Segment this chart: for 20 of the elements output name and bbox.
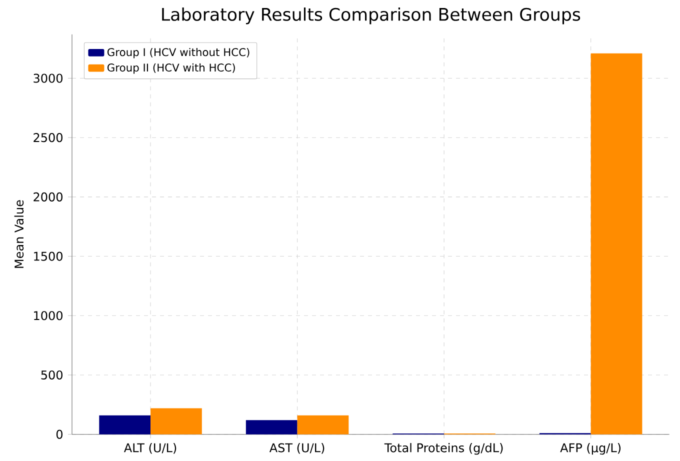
y-tick-label: 500 [41, 370, 62, 380]
x-tick-label: Total Proteins (g/dL) [384, 443, 503, 455]
y-tick-label: 2000 [34, 192, 62, 202]
bar [99, 415, 151, 434]
legend-label: Group I (HCV without HCC) [107, 48, 250, 58]
y-tick-label: 1000 [34, 311, 62, 320]
chart-title: Laboratory Results Comparison Between Groups [162, 8, 580, 24]
y-tick-label: 0 [56, 430, 62, 439]
y-axis-title: Mean Value [14, 200, 24, 268]
bar [590, 53, 642, 434]
bar [150, 408, 202, 434]
y-tick-label: 1500 [34, 252, 62, 261]
bar [246, 420, 298, 434]
x-tick-label: AFP (µg/L) [560, 443, 621, 455]
x-tick-label: AST (U/L) [269, 443, 324, 454]
y-tick-label: 3000 [34, 74, 62, 83]
x-tick-label: ALT (U/L) [124, 443, 176, 454]
bar [297, 415, 349, 434]
y-tick-label: 2500 [34, 133, 62, 142]
legend-label: Group II (HCV with HCC) [107, 63, 235, 74]
